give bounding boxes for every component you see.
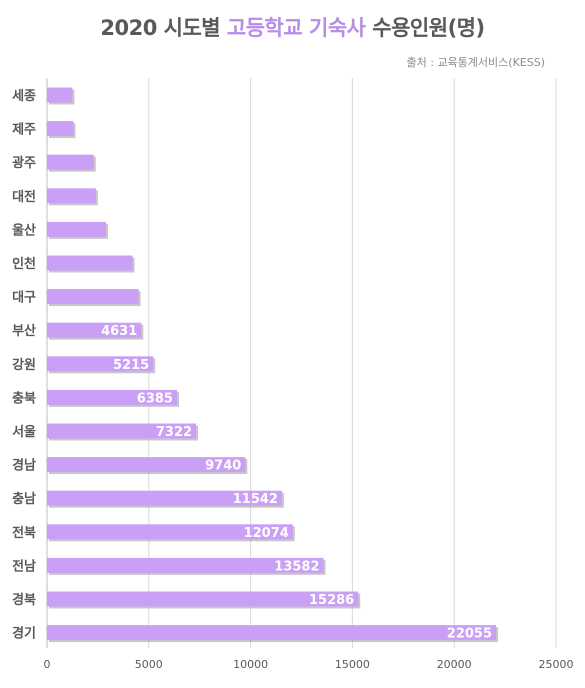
x-tick-label: 15000 xyxy=(335,658,370,671)
category-label: 충남 xyxy=(12,491,36,507)
x-tick-label: 0 xyxy=(44,658,51,671)
data-label: 6385 xyxy=(137,391,173,406)
category-label: 대구 xyxy=(12,291,36,306)
bar xyxy=(47,154,94,170)
category-label: 서울 xyxy=(12,424,36,440)
x-tick-label: 5000 xyxy=(135,658,163,671)
bar xyxy=(47,121,74,137)
category-label: 경남 xyxy=(12,458,36,474)
bars xyxy=(47,87,499,643)
category-label: 경기 xyxy=(12,626,36,642)
category-label: 전남 xyxy=(12,558,36,574)
bar xyxy=(47,389,177,405)
bar xyxy=(47,356,154,372)
data-label: 22055 xyxy=(447,627,492,642)
bar xyxy=(47,625,497,641)
bar xyxy=(47,188,96,204)
bar xyxy=(47,87,73,103)
data-label: 9740 xyxy=(205,459,241,474)
bar xyxy=(47,423,197,439)
x-tick-label: 10000 xyxy=(233,658,268,671)
bar xyxy=(47,289,139,305)
bar xyxy=(47,322,142,338)
x-tick-label: 25000 xyxy=(539,658,574,671)
category-label: 충북 xyxy=(12,390,36,406)
category-label: 제주 xyxy=(12,123,36,138)
data-label: 5215 xyxy=(113,358,149,373)
bar xyxy=(47,557,324,573)
category-label: 인천 xyxy=(12,256,36,272)
bar xyxy=(47,255,133,271)
data-label: 12074 xyxy=(244,526,289,541)
title-part-3: 수용인원(명) xyxy=(365,16,485,40)
data-label: 7322 xyxy=(156,425,192,440)
category-label: 세종 xyxy=(12,89,36,104)
data-label: 4631 xyxy=(101,324,137,339)
bar xyxy=(47,457,246,473)
category-label: 울산 xyxy=(12,222,36,238)
source-note: 출처 : 교육통계서비스(KESS) xyxy=(406,56,546,69)
data-label: 13582 xyxy=(274,559,319,574)
data-labels: 4631 5215 6385 7322 9740 11542 12074 13582 15286… xyxy=(101,324,492,641)
title-highlight: 고등학교 기숙사 xyxy=(226,16,366,40)
category-label: 부산 xyxy=(12,323,36,339)
category-label: 경북 xyxy=(12,592,36,608)
bar xyxy=(47,524,293,540)
category-label: 광주 xyxy=(12,156,36,171)
category-label: 대전 xyxy=(12,189,36,205)
bar xyxy=(47,591,359,607)
chart-title: 2020 시도별 고등학교 기숙사 수용인원(명) xyxy=(0,12,585,42)
data-label: 15286 xyxy=(309,593,354,608)
x-tick-label: 20000 xyxy=(437,658,472,671)
category-label: 강원 xyxy=(12,357,36,373)
x-tick-labels: 0 5000 10000 15000 20000 25000 xyxy=(44,658,574,671)
title-part-1: 2020 시도별 xyxy=(100,16,227,40)
category-label: 전북 xyxy=(12,525,36,541)
bar xyxy=(47,221,107,237)
data-label: 11542 xyxy=(233,492,278,507)
bar xyxy=(47,490,282,506)
